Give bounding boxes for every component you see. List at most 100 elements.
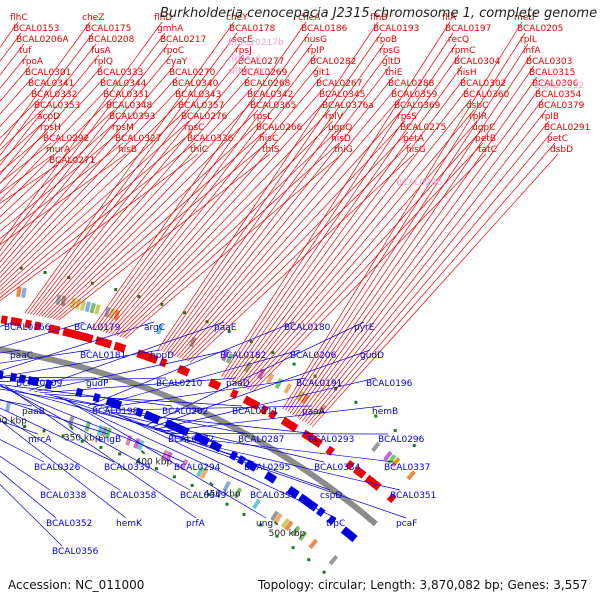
forward-gene-label: petC bbox=[547, 134, 568, 144]
cog-feature bbox=[133, 438, 141, 449]
reverse-gene bbox=[290, 488, 300, 499]
forward-gene-label: cheY bbox=[226, 13, 248, 23]
genome-backbone bbox=[0, 346, 378, 527]
blue-leader-line bbox=[165, 433, 389, 435]
red-leader-line bbox=[287, 43, 529, 412]
forward-gene-label: BCAL0266 bbox=[256, 123, 303, 133]
red-leader-line bbox=[0, 109, 43, 151]
reverse-gene-label: BCAL0191 bbox=[296, 379, 342, 389]
blue-leader-line bbox=[0, 384, 173, 407]
red-leader-line bbox=[0, 87, 181, 279]
forward-gene bbox=[33, 321, 42, 331]
forward-gene-label: rpmC bbox=[451, 46, 475, 56]
reverse-gene bbox=[267, 473, 278, 484]
blue-leader-line bbox=[160, 405, 383, 432]
gc-skew-dot bbox=[183, 311, 186, 315]
cog-feature bbox=[283, 383, 292, 394]
red-leader-line bbox=[0, 32, 166, 251]
red-leader-line bbox=[244, 120, 478, 389]
forward-gene-label: rplR bbox=[469, 112, 487, 122]
forward-gene-label: BCAL0354 bbox=[535, 90, 582, 100]
reverse-gene-label: gudP bbox=[86, 379, 109, 389]
reverse-gene-label: BCAL0326 bbox=[34, 463, 81, 473]
gc-skew-dot bbox=[322, 570, 326, 574]
forward-gene-label: cheA bbox=[298, 13, 321, 23]
blue-leader-line bbox=[34, 349, 231, 393]
red-leader-line bbox=[0, 120, 190, 291]
cog-feature bbox=[74, 298, 82, 310]
blue-leader-line bbox=[174, 437, 401, 491]
blue-leader-line bbox=[0, 407, 115, 463]
reverse-gene-label: BCAL0179 bbox=[74, 323, 121, 333]
blue-leader-line bbox=[108, 411, 319, 435]
blue-leader-line bbox=[44, 393, 243, 407]
reverse-gene-label: BCAL0293 bbox=[308, 435, 354, 445]
cog-feature bbox=[284, 520, 294, 531]
red-leader-line bbox=[0, 76, 106, 193]
cog-feature bbox=[137, 439, 145, 451]
gc-skew-dot bbox=[172, 475, 176, 479]
forward-gene-label: BCAL0186 bbox=[301, 24, 348, 34]
forward-gene-label: flhD bbox=[154, 13, 172, 23]
gc-skew-dot bbox=[259, 523, 263, 527]
red-leader-line bbox=[0, 153, 55, 194]
forward-gene bbox=[280, 416, 291, 427]
blue-leader-line bbox=[0, 385, 185, 463]
red-leader-line bbox=[0, 131, 121, 232]
gc-skew-dot bbox=[307, 558, 311, 562]
cog-feature bbox=[196, 466, 205, 478]
forward-gene bbox=[212, 380, 222, 391]
cog-feature bbox=[328, 554, 339, 566]
gc-skew-dot bbox=[227, 329, 231, 333]
blue-leader-line bbox=[88, 321, 295, 406]
reverse-gene-label: paaC bbox=[10, 351, 33, 361]
forward-gene-label: BCAL0288 bbox=[388, 79, 435, 89]
red-leader-line bbox=[100, 54, 316, 332]
kbp-label: 450 kbp bbox=[204, 490, 241, 500]
gc-skew-dot bbox=[99, 445, 103, 449]
forward-gene-label: BCAL0303 bbox=[526, 57, 572, 67]
red-leader-line bbox=[58, 153, 271, 321]
reverse-gene-label: argC bbox=[144, 323, 165, 333]
forward-gene-label: recQ bbox=[448, 35, 469, 45]
forward-gene bbox=[247, 397, 257, 408]
red-leader-line bbox=[223, 32, 454, 378]
forward-gene-label: petB bbox=[475, 134, 496, 144]
reverse-gene-label: gudD bbox=[360, 351, 384, 361]
forward-gene-label: BCAL0333 bbox=[97, 68, 143, 78]
rna-gene-label: BCAL0296 bbox=[396, 178, 443, 188]
reverse-gene bbox=[286, 485, 297, 496]
accession-text: Accession: NC_011000 bbox=[8, 578, 145, 592]
red-leader-line bbox=[0, 21, 91, 147]
forward-gene-label: gltD bbox=[382, 57, 401, 67]
gc-skew-dot bbox=[275, 534, 279, 538]
reverse-gene-label: prfA bbox=[186, 519, 206, 529]
reverse-gene-label: hemB bbox=[372, 407, 398, 417]
forward-gene bbox=[289, 422, 299, 432]
forward-gene-label: BCAL0275 bbox=[400, 123, 446, 133]
forward-gene-label: BCAL0327 bbox=[115, 134, 161, 144]
blue-leader-line bbox=[179, 439, 407, 519]
red-leader-line bbox=[0, 43, 169, 257]
forward-gene-label: dsbD bbox=[550, 145, 573, 155]
forward-gene-label: rpsH bbox=[40, 123, 61, 133]
red-leader-line bbox=[0, 98, 112, 210]
forward-gene bbox=[301, 429, 311, 440]
red-leader-line bbox=[297, 87, 541, 418]
cog-feature bbox=[94, 304, 101, 315]
red-leader-line bbox=[91, 21, 307, 329]
forward-gene-label: BCAL0345 bbox=[319, 90, 365, 100]
gc-skew-dot bbox=[23, 425, 27, 428]
forward-gene-label: ugpC bbox=[472, 123, 495, 133]
red-leader-line bbox=[116, 120, 334, 337]
forward-gene bbox=[352, 465, 363, 476]
forward-gene-label: BCAL0208 bbox=[88, 35, 135, 45]
reverse-gene-label: BCAL0334 bbox=[314, 463, 361, 473]
cog-feature bbox=[298, 530, 308, 542]
reverse-gene-label: paaB bbox=[22, 407, 45, 417]
gc-skew-dot bbox=[160, 302, 164, 306]
reverse-gene-label: BCAL0358 bbox=[110, 491, 157, 501]
gc-skew-dot bbox=[354, 400, 358, 404]
forward-gene-label: gmhA bbox=[157, 24, 184, 34]
forward-gene-label: tuf bbox=[19, 46, 32, 56]
